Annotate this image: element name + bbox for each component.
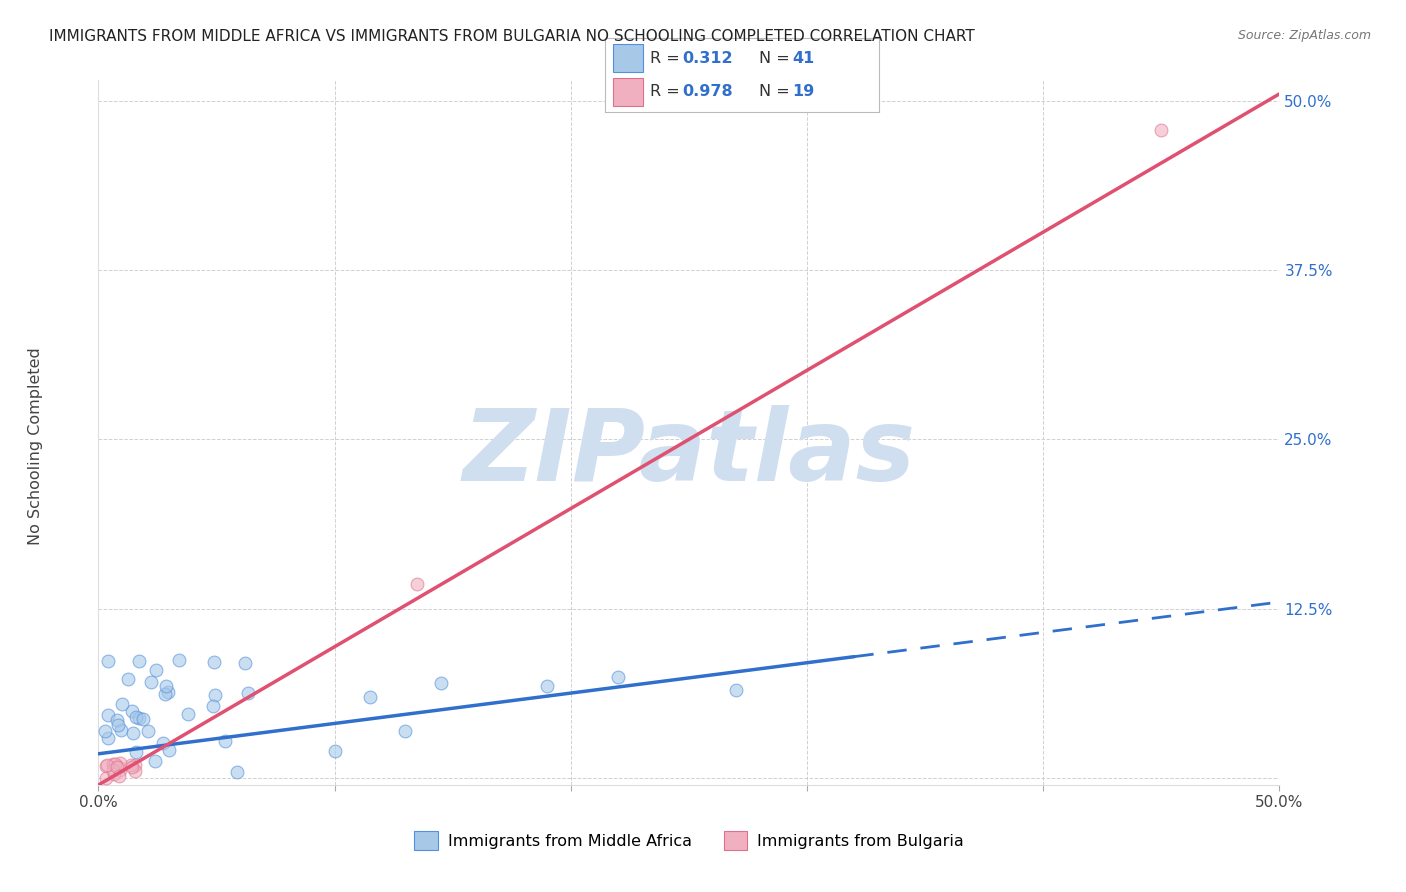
Text: IMMIGRANTS FROM MIDDLE AFRICA VS IMMIGRANTS FROM BULGARIA NO SCHOOLING COMPLETED: IMMIGRANTS FROM MIDDLE AFRICA VS IMMIGRA… (49, 29, 974, 45)
Point (97, 654, 120, 668)
Point (204, 688, 226, 702)
Point (394, 723, 416, 738)
Point (167, 653, 190, 667)
Point (117, 672, 139, 686)
Point (225, 764, 247, 779)
Point (125, 710, 148, 724)
Point (155, 679, 177, 693)
Point (96, 731, 118, 745)
Text: ZIPatlas: ZIPatlas (463, 405, 915, 502)
Point (128, 711, 150, 725)
Point (214, 733, 236, 747)
Point (103, 756, 125, 771)
Text: 0.978: 0.978 (683, 84, 734, 99)
Point (110, 723, 132, 738)
Point (359, 690, 381, 704)
Point (430, 676, 453, 690)
Point (202, 655, 225, 669)
Text: 41: 41 (793, 51, 814, 66)
Point (101, 764, 124, 778)
Point (101, 756, 124, 771)
Point (725, 683, 748, 698)
Point (107, 759, 129, 773)
Text: R =: R = (650, 84, 685, 99)
Point (607, 669, 630, 683)
Text: No Schooling Completed: No Schooling Completed (28, 347, 42, 545)
Point (128, 655, 150, 669)
Point (202, 698, 225, 713)
Legend: Immigrants from Middle Africa, Immigrants from Bulgaria: Immigrants from Middle Africa, Immigrant… (406, 822, 972, 858)
Point (110, 756, 132, 770)
Point (96, 758, 118, 772)
Point (103, 766, 125, 780)
Point (132, 712, 155, 726)
Point (177, 707, 200, 722)
Point (105, 713, 128, 727)
Text: 0.312: 0.312 (683, 51, 734, 66)
Point (107, 718, 129, 732)
Point (124, 764, 146, 778)
Point (139, 674, 162, 689)
Point (323, 744, 346, 758)
Point (96, 771, 118, 785)
Text: 19: 19 (793, 84, 814, 99)
Point (125, 745, 148, 759)
Point (94, 758, 117, 772)
Point (97, 708, 120, 723)
Point (536, 679, 558, 693)
Text: Source: ZipAtlas.com: Source: ZipAtlas.com (1237, 29, 1371, 43)
Text: N =: N = (759, 84, 796, 99)
Point (124, 758, 146, 772)
Point (143, 754, 166, 768)
Point (108, 763, 131, 777)
Text: N =: N = (759, 51, 796, 66)
Point (1150, 123, 1173, 137)
Point (159, 742, 181, 756)
Text: R =: R = (650, 51, 685, 66)
Point (152, 736, 174, 750)
Bar (613, 78, 643, 105)
Point (233, 656, 256, 670)
Point (136, 724, 159, 739)
Point (406, 577, 429, 591)
Point (107, 769, 129, 783)
Bar (613, 45, 643, 72)
Point (145, 663, 167, 677)
Point (94, 723, 117, 738)
Point (120, 758, 142, 772)
Point (121, 760, 143, 774)
Point (111, 698, 134, 712)
Point (153, 687, 176, 701)
Point (108, 760, 131, 774)
Point (121, 704, 143, 718)
Point (156, 685, 179, 699)
Point (122, 725, 145, 739)
Point (236, 686, 259, 700)
